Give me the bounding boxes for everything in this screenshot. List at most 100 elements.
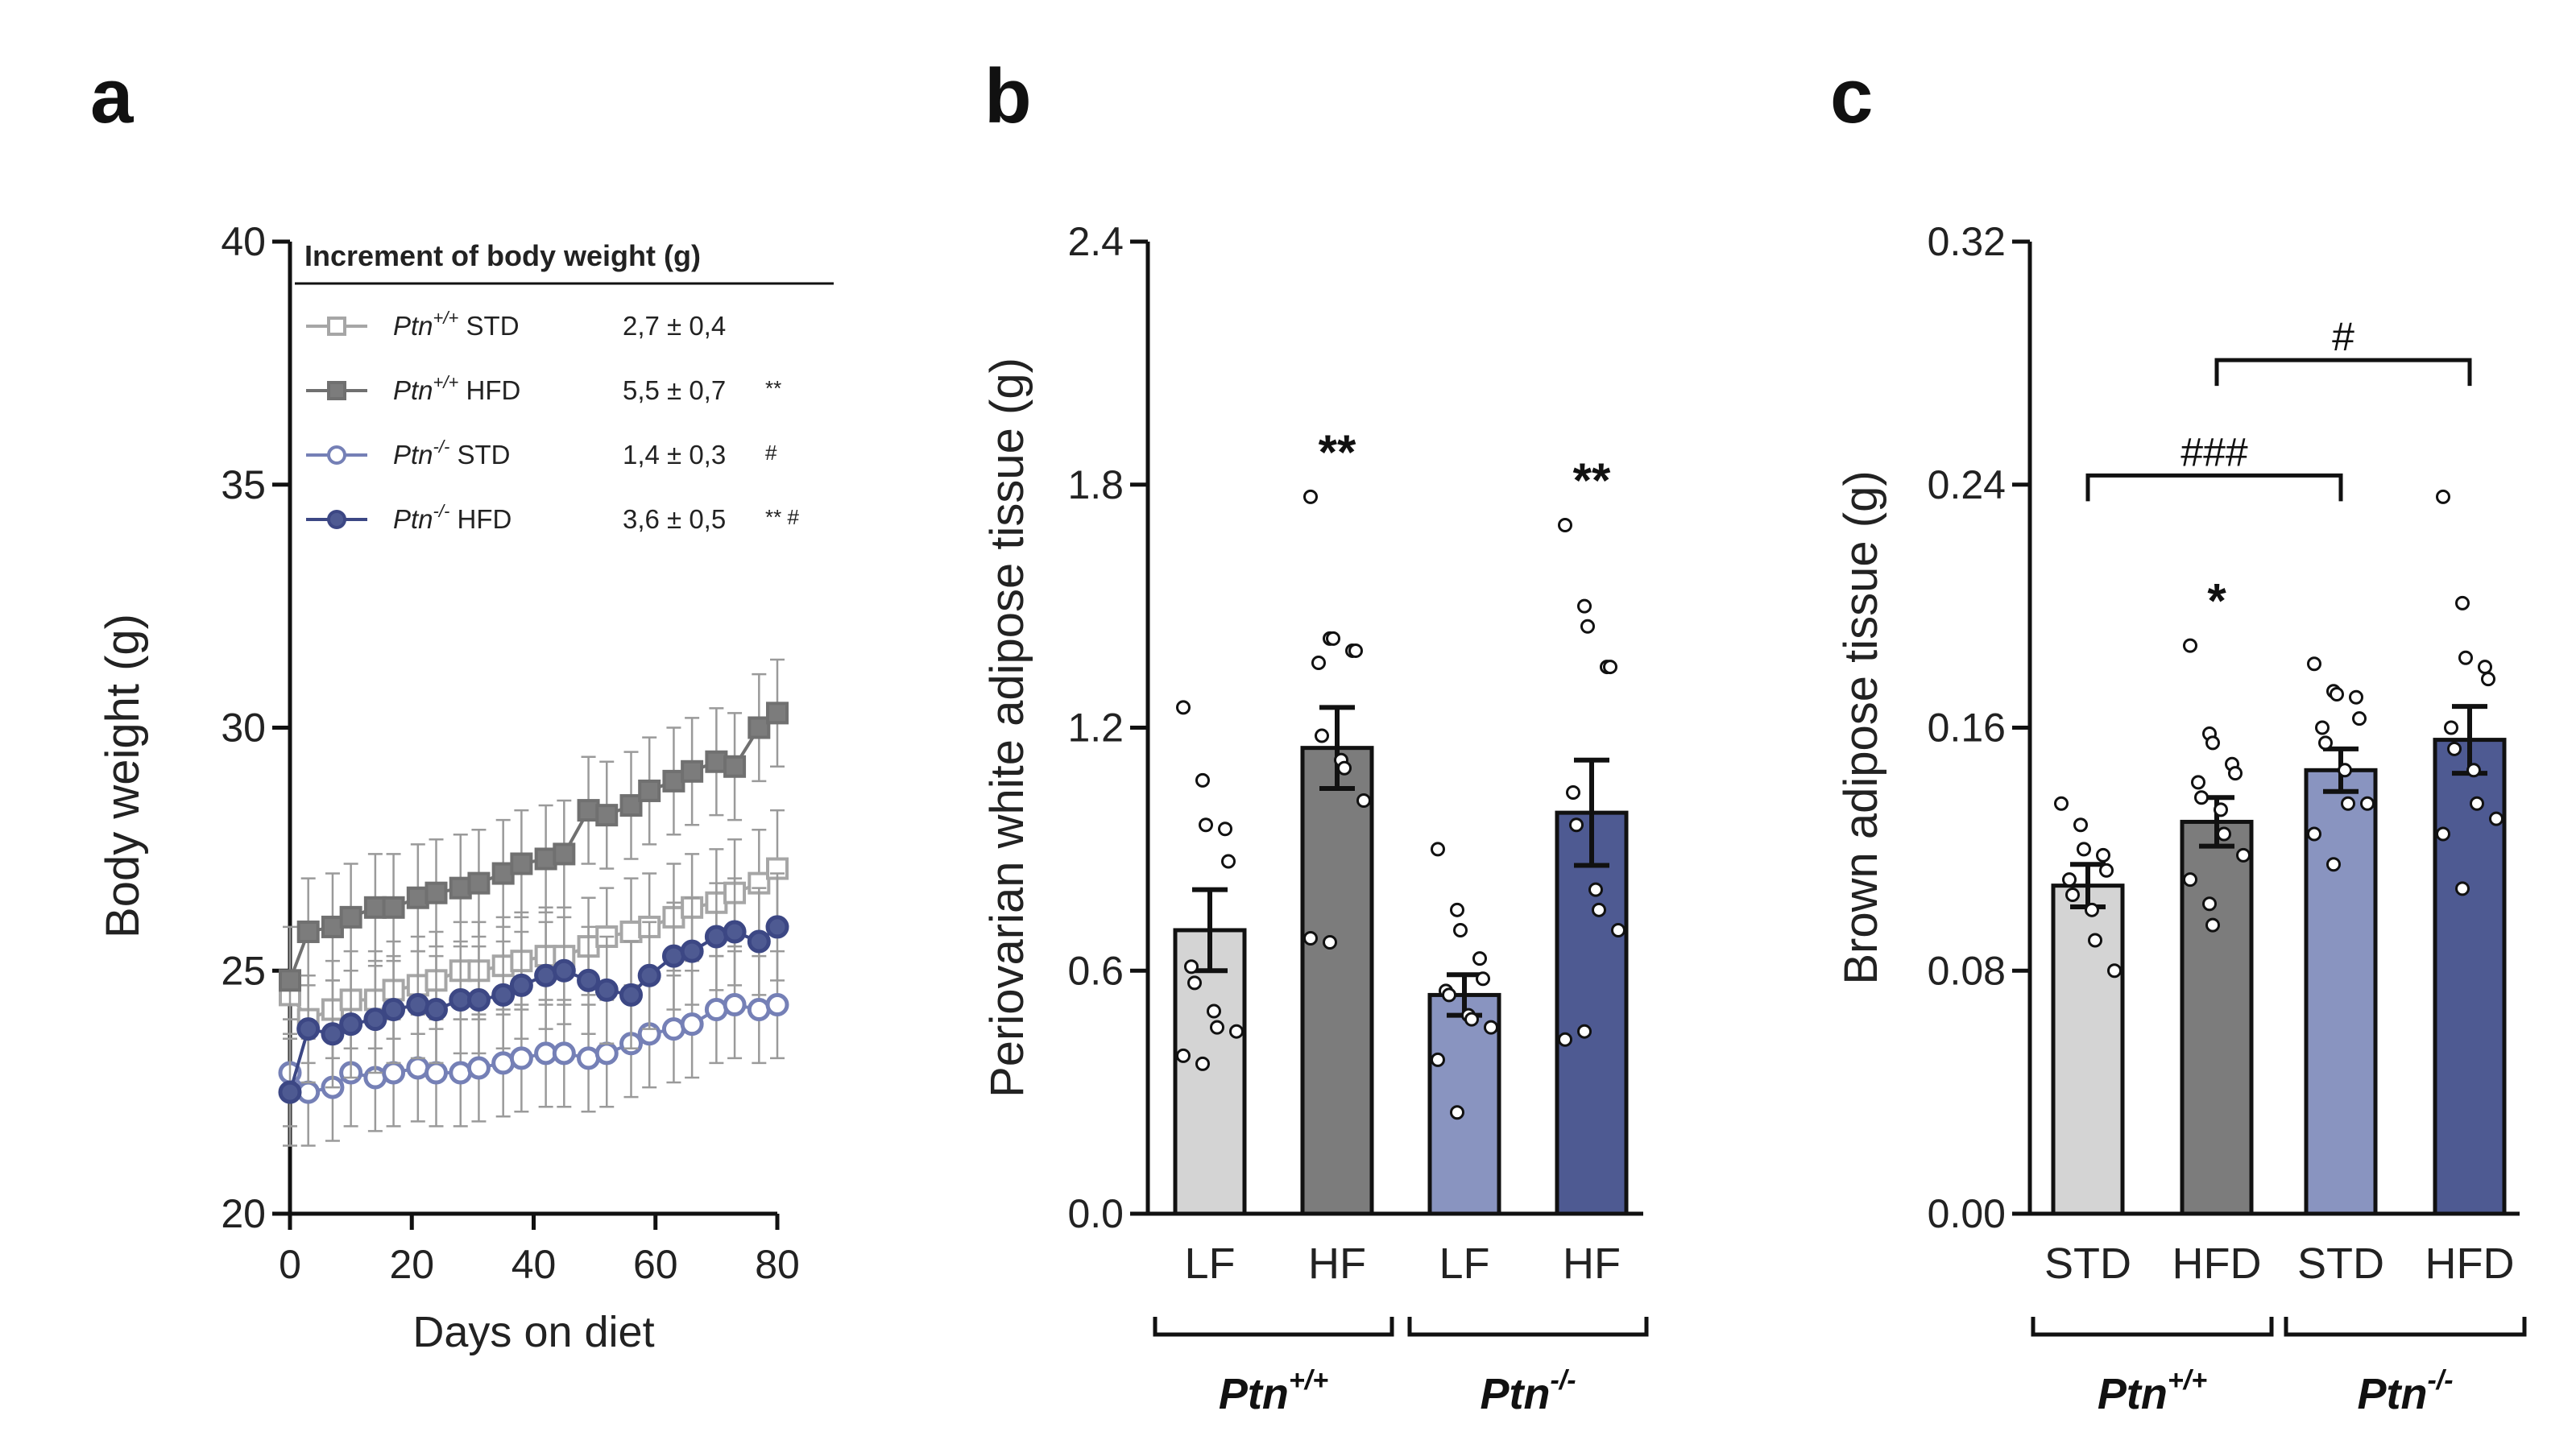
individual-point — [1323, 935, 1337, 950]
genotype-bracket — [2284, 1317, 2527, 1337]
data-point — [552, 958, 576, 983]
individual-point — [1464, 1012, 1479, 1027]
data-point — [425, 881, 448, 904]
data-point — [765, 992, 789, 1016]
data-point — [577, 799, 600, 822]
individual-point — [1580, 619, 1595, 634]
significance-stars: * — [2207, 574, 2226, 628]
individual-point — [2447, 741, 2462, 756]
data-point — [766, 701, 789, 725]
individual-point — [1348, 643, 1363, 658]
data-point — [552, 1041, 576, 1066]
individual-point — [2088, 933, 2102, 948]
data-point — [553, 842, 576, 866]
individual-point — [1431, 1052, 1445, 1067]
legend-increment-value: 1,4 ± 0,3 — [623, 440, 726, 470]
x-tick-label: 20 — [389, 1242, 434, 1287]
individual-point — [2096, 847, 2110, 863]
y-tick-label: 40 — [221, 219, 266, 264]
individual-point — [1303, 489, 1318, 504]
bar — [2180, 819, 2254, 1216]
individual-point — [2077, 842, 2091, 857]
panel-c-bar-chart: 0.00 0.08 0.16 0.24 0.32 Brown adipose tissue… — [1835, 219, 2527, 1418]
x-tick-label: 60 — [633, 1242, 678, 1287]
data-point — [449, 876, 472, 900]
x-category-label: HFD — [2172, 1239, 2262, 1288]
individual-point — [2455, 881, 2470, 896]
individual-point — [1207, 1004, 1221, 1019]
y-axis-title: Brown adipose tissue (g) — [1835, 470, 1887, 984]
individual-point — [1195, 772, 1210, 788]
individual-point — [1210, 1020, 1224, 1035]
individual-point — [2444, 720, 2458, 735]
individual-point — [1218, 821, 1232, 837]
data-point — [510, 852, 533, 875]
data-point — [339, 905, 362, 929]
individual-point — [2341, 796, 2355, 811]
individual-point — [2315, 720, 2330, 735]
comparison-label: # — [2332, 314, 2354, 359]
individual-point — [1176, 1048, 1191, 1063]
genotype-label: Ptn-/- — [2357, 1365, 2453, 1418]
individual-point — [2470, 796, 2484, 811]
individual-point — [2436, 489, 2450, 504]
data-point — [619, 794, 643, 817]
legend-increment-value: 2,7 ± 0,4 — [623, 311, 726, 341]
y-tick-label: 0.16 — [1928, 706, 2006, 751]
individual-point — [2183, 638, 2197, 653]
individual-point — [2085, 902, 2099, 917]
data-point — [619, 983, 643, 1007]
individual-point — [1450, 902, 1464, 917]
individual-point — [1303, 931, 1318, 946]
data-point — [339, 1012, 363, 1037]
data-point — [723, 755, 747, 778]
data-point — [765, 915, 789, 939]
individual-point — [2458, 650, 2473, 665]
individual-point — [1187, 975, 1202, 991]
data-point — [680, 939, 704, 963]
data-point — [747, 929, 771, 954]
legend-marker — [327, 510, 346, 529]
genotype-bracket — [2031, 1317, 2274, 1337]
y-tick-label: 35 — [221, 462, 266, 507]
data-point — [321, 915, 344, 938]
y-tick-label: 25 — [221, 948, 266, 993]
data-point — [594, 1041, 619, 1066]
genotype-bracket — [1153, 1317, 1394, 1337]
x-category-label: STD — [2297, 1239, 2384, 1288]
comparison-bracket — [2214, 358, 2472, 387]
individual-point — [1476, 971, 1490, 987]
x-category-label: STD — [2044, 1239, 2131, 1288]
data-point — [638, 779, 661, 802]
individual-point — [2214, 802, 2228, 817]
significance-stars: ** — [1573, 453, 1611, 507]
individual-point — [1315, 728, 1329, 743]
x-category-label: LF — [1184, 1239, 1235, 1288]
individual-point — [1603, 660, 1617, 675]
individual-point — [2307, 826, 2321, 842]
data-point — [491, 862, 515, 885]
x-tick-label: 40 — [511, 1242, 557, 1287]
data-point — [509, 1046, 533, 1070]
genotype-label: Ptn+/+ — [2098, 1365, 2207, 1418]
individual-point — [2318, 735, 2333, 751]
individual-point — [2099, 863, 2114, 878]
data-point — [681, 759, 704, 783]
bar — [2433, 738, 2507, 1216]
y-tick-label: 1.8 — [1067, 462, 1124, 507]
individual-point — [1592, 902, 1606, 917]
individual-point — [2326, 857, 2341, 872]
legend-increment-value: 5,5 ± 0,7 — [623, 375, 726, 405]
y-tick-label: 0.32 — [1928, 219, 2006, 264]
x-category-label: HFD — [2425, 1239, 2515, 1288]
individual-point — [1326, 631, 1340, 646]
individual-point — [1472, 951, 1487, 966]
data-point — [595, 804, 619, 827]
data-point — [662, 769, 685, 792]
individual-point — [1453, 922, 1468, 937]
y-tick-label: 1.2 — [1067, 706, 1124, 751]
individual-point — [1431, 842, 1445, 857]
data-point — [491, 983, 516, 1007]
legend-label: Ptn+/+ HFD — [393, 372, 520, 405]
bar — [2304, 768, 2378, 1216]
